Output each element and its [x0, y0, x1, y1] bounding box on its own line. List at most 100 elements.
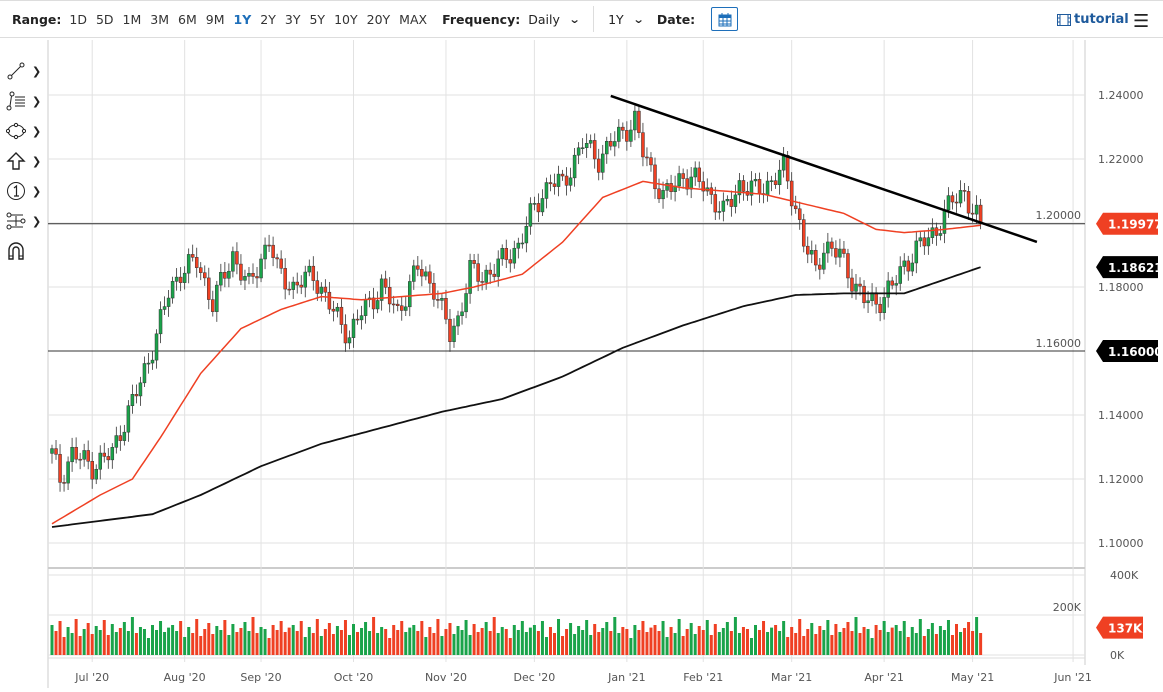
volume-bar: [255, 633, 259, 655]
candle: [94, 468, 98, 480]
volume-bar: [834, 624, 838, 655]
volume-bar: [368, 631, 372, 655]
x-tick-label: Jun '21: [1053, 671, 1092, 684]
candle: [291, 281, 295, 290]
annotation-tool[interactable]: ❯: [6, 176, 46, 206]
chevron-right-icon[interactable]: ❯: [32, 124, 42, 138]
volume-bar: [975, 617, 979, 655]
candle: [902, 260, 906, 267]
candle: [552, 183, 557, 187]
volume-bar: [70, 633, 74, 655]
candle: [239, 263, 243, 281]
volume-bar: [315, 619, 319, 655]
range-3m[interactable]: 3M: [150, 11, 170, 27]
range-5d[interactable]: 5D: [95, 11, 114, 27]
candle: [315, 280, 320, 294]
range-2y[interactable]: 2Y: [260, 11, 276, 27]
frequency-select[interactable]: Daily ⌄: [528, 12, 580, 27]
candle: [303, 271, 308, 288]
volume-bar: [130, 617, 134, 655]
range-1y[interactable]: 1Y: [233, 11, 252, 27]
line-tool[interactable]: ❯: [6, 56, 46, 86]
chevron-down-icon: ⌄: [632, 12, 645, 26]
candle: [456, 315, 460, 327]
chevron-right-icon[interactable]: ❯: [32, 184, 42, 198]
period-select[interactable]: 1Y ⌄: [608, 12, 645, 27]
range-3y[interactable]: 3Y: [284, 11, 301, 27]
volume-bar: [484, 622, 488, 655]
candle: [174, 276, 179, 282]
fib-tool[interactable]: ❯: [6, 86, 46, 116]
volume-bar: [661, 621, 665, 655]
volume-bar: [163, 632, 167, 655]
toolbar: Range: 1D 5D 1M 3M 6M 9M 1Y 2Y 3Y 5Y 10Y 20Y MAX Fre…: [0, 0, 1163, 38]
volume-bar: [717, 632, 721, 655]
volume-bar: [175, 631, 179, 655]
range-1d[interactable]: 1D: [69, 11, 87, 27]
range-10y[interactable]: 10Y: [334, 11, 358, 27]
candle: [850, 277, 854, 292]
chevron-right-icon[interactable]: ❯: [32, 94, 42, 108]
candle: [645, 156, 649, 159]
x-tick-label: May '21: [951, 671, 994, 684]
chevron-right-icon[interactable]: ❯: [32, 214, 42, 228]
candle: [713, 194, 718, 213]
volume-bar: [766, 632, 770, 655]
volume-bar: [512, 625, 516, 655]
candle: [958, 190, 963, 204]
candle: [894, 283, 898, 286]
candle: [50, 448, 54, 454]
volume-bar: [709, 635, 713, 655]
range-9m[interactable]: 9M: [205, 11, 225, 27]
calendar-icon[interactable]: [711, 7, 739, 31]
candle: [926, 237, 931, 247]
volume-bar: [239, 628, 243, 655]
volume-bar: [508, 638, 512, 655]
range-5y[interactable]: 5Y: [309, 11, 326, 27]
volume-bar: [291, 625, 295, 655]
volume-bar: [589, 635, 593, 655]
candle: [82, 450, 86, 460]
arrow-tool[interactable]: ❯: [6, 146, 46, 176]
volume-bar: [243, 622, 247, 655]
candle: [649, 157, 653, 166]
shape-tool[interactable]: ❯: [6, 116, 46, 146]
measure-tool[interactable]: ❯: [6, 206, 46, 236]
chevron-right-icon[interactable]: ❯: [32, 64, 42, 78]
volume-bar: [311, 633, 315, 655]
range-6m[interactable]: 6M: [178, 11, 197, 27]
candle: [203, 272, 207, 279]
candle: [211, 299, 215, 312]
volume-bar: [476, 632, 480, 655]
volume-bar: [946, 620, 950, 655]
volume-bar: [910, 627, 914, 655]
range-1m[interactable]: 1M: [122, 11, 142, 27]
candle: [777, 169, 782, 185]
volume-bar: [597, 632, 601, 655]
volume-bar: [882, 621, 886, 655]
magnet-tool[interactable]: [6, 236, 46, 266]
volume-bar: [428, 627, 432, 655]
hamburger-menu-icon[interactable]: ☰: [1133, 11, 1150, 32]
last-price-label: 1.19977: [1108, 218, 1163, 232]
candle: [978, 204, 983, 224]
volume-bar: [790, 627, 794, 655]
volume-bar: [729, 631, 733, 655]
range-20y[interactable]: 20Y: [366, 11, 391, 27]
candle: [914, 240, 919, 264]
volume-bar: [364, 622, 368, 655]
volume-bar: [360, 628, 364, 655]
volume-bar: [452, 634, 456, 655]
volume-bar: [468, 635, 472, 655]
candle: [227, 270, 231, 279]
volume-bar: [854, 617, 858, 655]
chevron-right-icon[interactable]: ❯: [32, 154, 42, 168]
tutorial-link[interactable]: tutorial: [1057, 12, 1129, 27]
volume-label: 137K: [1108, 622, 1143, 636]
candle: [922, 237, 927, 247]
candle: [420, 269, 424, 277]
candle: [874, 292, 878, 305]
candle: [150, 359, 155, 364]
range-max[interactable]: MAX: [399, 11, 428, 27]
